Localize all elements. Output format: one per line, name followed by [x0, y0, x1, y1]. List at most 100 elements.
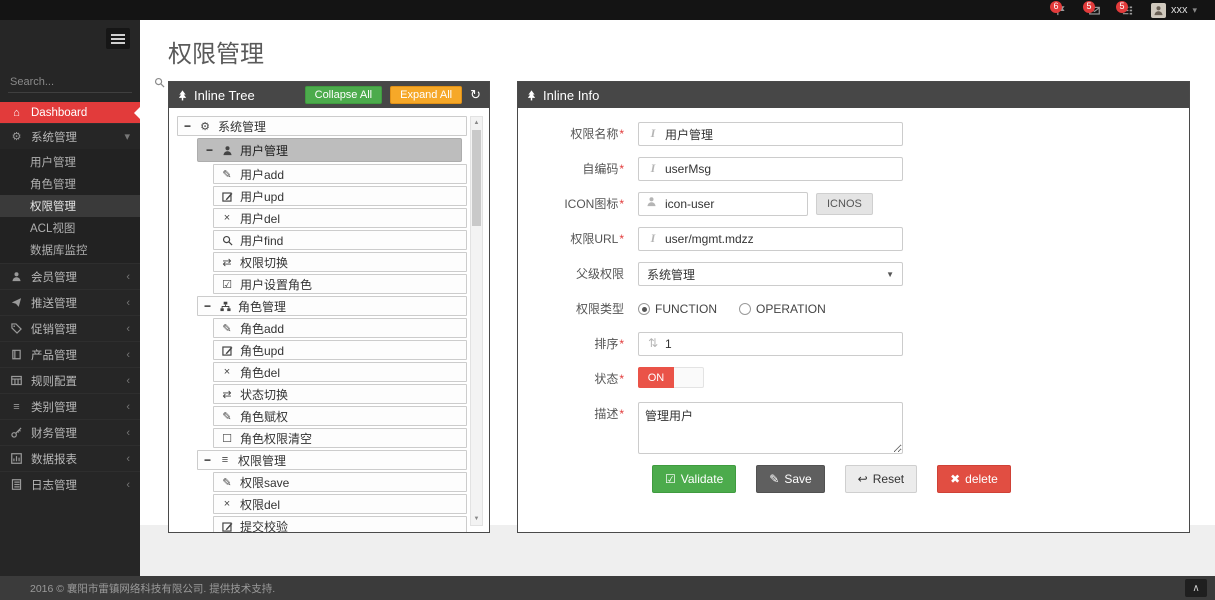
tree-node[interactable]: 用户upd: [213, 186, 467, 206]
sidebar-item-data-report[interactable]: 数据报表 ‹: [0, 445, 140, 471]
tree-node-label: 用户管理: [240, 143, 289, 158]
tree-node[interactable]: − 用户管理: [197, 138, 462, 162]
save-button[interactable]: ✎ Save: [756, 465, 825, 493]
user-icon: [10, 271, 23, 282]
collapse-toggle-icon[interactable]: −: [204, 299, 212, 313]
sidebar-subitem-permission-mgmt[interactable]: 权限管理: [0, 195, 140, 217]
parent-permission-select[interactable]: 系统管理 ▼: [638, 262, 903, 286]
tree-node[interactable]: − ≡ 权限管理: [197, 450, 467, 470]
tree-node[interactable]: − 角色管理: [197, 296, 467, 316]
collapse-toggle-icon[interactable]: −: [204, 453, 212, 467]
sidebar-item-system-mgmt[interactable]: ⚙ 系统管理 ▾: [0, 123, 140, 149]
inline-info-title: Inline Info: [543, 87, 600, 103]
user-menu[interactable]: xxx ▾: [1150, 2, 1197, 18]
sidebar-submenu: 用户管理角色管理权限管理 ACL视图数据库监控: [0, 149, 140, 263]
tree-node[interactable]: ✎ 用户add: [213, 164, 467, 184]
tree-node-label: 用户del: [240, 211, 281, 226]
exchange-icon: ⇄: [222, 256, 232, 269]
sidebar-item-category-mgmt[interactable]: ≡ 类别管理 ‹: [0, 393, 140, 419]
delete-button[interactable]: ✖ delete: [937, 465, 1011, 493]
tree-node[interactable]: ✎ 角色赋权: [213, 406, 467, 426]
x-icon: ×: [223, 212, 231, 224]
radio-operation[interactable]: OPERATION: [739, 302, 826, 316]
status-toggle[interactable]: ON: [638, 367, 704, 388]
radio-function[interactable]: FUNCTION: [638, 302, 717, 316]
sidebar-item-member-mgmt[interactable]: 会员管理 ‹: [0, 263, 140, 289]
sidebar-item-promo-mgmt[interactable]: 促销管理 ‹: [0, 315, 140, 341]
sidebar-item-dashboard[interactable]: ⌂ Dashboard: [0, 102, 140, 123]
sidebar-item-product-mgmt[interactable]: 产品管理 ‹: [0, 341, 140, 367]
expand-all-button[interactable]: Expand All: [390, 86, 463, 104]
edit-icon: [220, 191, 234, 202]
description-field[interactable]: [638, 402, 903, 454]
tree-node[interactable]: × 用户del: [213, 208, 467, 228]
sidebar-subitem-user-mgmt[interactable]: 用户管理: [30, 157, 76, 169]
sidebar-subitem-role-mgmt[interactable]: 角色管理: [30, 179, 76, 191]
tree-node[interactable]: − ⚙ 系统管理: [177, 116, 467, 136]
tree-node[interactable]: × 权限del: [213, 494, 467, 514]
sidebar-item-push-mgmt[interactable]: 推送管理 ‹: [0, 289, 140, 315]
refresh-icon[interactable]: ↻: [470, 87, 481, 102]
tree-node[interactable]: ☑ 用户设置角色: [213, 274, 467, 294]
main-area: 权限管理 Inline Tree Collapse All Expand All…: [140, 20, 1215, 576]
tree-node[interactable]: × 角色del: [213, 362, 467, 382]
tree-icon: [177, 89, 188, 101]
sidebar-item-log-mgmt[interactable]: 日志管理 ‹: [0, 471, 140, 497]
reset-button[interactable]: ↩ Reset: [844, 465, 918, 493]
topbar: 6 5 5 xxx ▾: [0, 0, 1215, 20]
tree-node-label: 用户upd: [240, 189, 285, 204]
x-icon: ×: [223, 366, 231, 378]
sidebar-menu: ⌂ Dashboard ⚙ 系统管理 ▾ 用户管理角色管理权限管理 ACL视图数据库监控会员…: [0, 102, 140, 497]
tree-node[interactable]: 角色upd: [213, 340, 467, 360]
chevron-left-icon: ‹: [126, 270, 130, 283]
tree-node[interactable]: ✎ 权限save: [213, 472, 467, 492]
icons-picker-button[interactable]: ICNOS: [816, 193, 873, 215]
search-icon[interactable]: [154, 77, 165, 88]
sidebar-subitem-acl-view[interactable]: ACL视图: [30, 223, 76, 235]
flag-notifications[interactable]: 6: [1049, 0, 1067, 16]
collapse-all-button[interactable]: Collapse All: [304, 86, 383, 104]
collapse-toggle-icon[interactable]: −: [206, 143, 214, 157]
tree-node[interactable]: ☐ 角色权限清空: [213, 428, 467, 448]
code-field[interactable]: [638, 157, 903, 181]
permission-type-radios: FUNCTION OPERATION: [638, 297, 826, 321]
sidebar-item-finance-mgmt[interactable]: 财务管理 ‹: [0, 419, 140, 445]
sidebar-item-label: 推送管理: [31, 297, 77, 310]
scrollbar-thumb[interactable]: [472, 130, 481, 226]
push-icon: [10, 297, 23, 308]
scroll-up-icon[interactable]: ▲: [471, 117, 482, 129]
sidebar-subitem-db-monitor[interactable]: 数据库监控: [30, 245, 88, 257]
tree-node[interactable]: 用户find: [213, 230, 467, 250]
list-icon: ≡: [221, 454, 229, 466]
icon-field[interactable]: [638, 192, 808, 216]
sidebar-item-rule-config[interactable]: 规则配置 ‹: [0, 367, 140, 393]
gears-icon: ⚙: [200, 120, 210, 133]
chevron-left-icon: ‹: [126, 348, 130, 361]
url-field[interactable]: [638, 227, 903, 251]
chevron-left-icon: ‹: [126, 400, 130, 413]
search-input[interactable]: [8, 72, 154, 92]
hamburger-menu-button[interactable]: [106, 28, 130, 49]
back-to-top-button[interactable]: ∧: [1185, 579, 1207, 597]
tree-node[interactable]: ⇄ 状态切换: [213, 384, 467, 404]
collapse-toggle-icon[interactable]: −: [184, 119, 192, 133]
tree-scrollbar[interactable]: ▲ ▼: [470, 116, 483, 526]
tree-node[interactable]: 提交校验: [213, 516, 467, 532]
field-label: 描述*: [594, 407, 624, 421]
required-asterisk: *: [619, 197, 624, 211]
scroll-down-icon[interactable]: ▼: [471, 513, 482, 525]
content: 权限管理 Inline Tree Collapse All Expand All…: [140, 20, 1215, 533]
tree-node[interactable]: ⇄ 权限切换: [213, 252, 467, 272]
tree-node[interactable]: ✎ 角色add: [213, 318, 467, 338]
notification-badge: 5: [1082, 0, 1095, 13]
tree-node-label: 用户设置角色: [240, 277, 313, 292]
validate-button[interactable]: ☑ Validate: [652, 465, 737, 493]
edit-icon: [220, 521, 234, 532]
permission-name-field[interactable]: [638, 122, 903, 146]
task-notifications[interactable]: 5: [1115, 0, 1133, 16]
sort-field[interactable]: [638, 332, 903, 356]
pencil-icon: ✎: [222, 168, 232, 181]
message-notifications[interactable]: 5: [1082, 0, 1100, 16]
